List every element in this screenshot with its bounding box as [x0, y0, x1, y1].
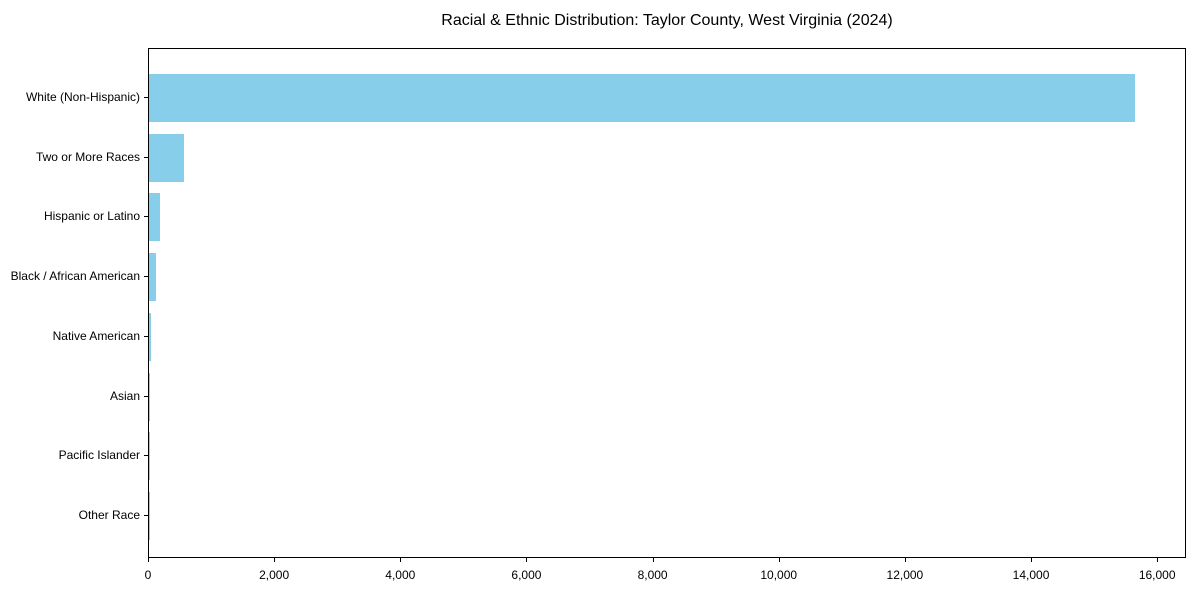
y-tick-label: White (Non-Hispanic): [25, 90, 140, 104]
bar: [149, 372, 150, 421]
y-tick-label: Black / African American: [10, 269, 140, 284]
y-tick-mark: [144, 156, 148, 158]
y-tick-label: Native American: [52, 328, 140, 343]
y-tick-mark: [144, 97, 148, 98]
x-tick-mark: [652, 558, 654, 562]
bar: [149, 133, 185, 182]
x-tick-label: 0: [144, 568, 152, 582]
y-tick-mark: [144, 514, 148, 516]
y-tick-label: Other Race: [78, 507, 140, 522]
plot-area: [148, 48, 1186, 558]
chart-title: Racial & Ethnic Distribution: Taylor Cou…: [441, 12, 893, 29]
x-tick-mark: [904, 558, 906, 562]
bar: [149, 74, 1135, 122]
x-tick-mark: [778, 558, 780, 562]
x-tick-label: 6,000: [511, 568, 542, 582]
y-tick-mark: [144, 335, 148, 337]
x-tick-label: 12,000: [886, 568, 924, 582]
x-tick-mark: [1031, 558, 1033, 562]
bar: [149, 253, 157, 302]
y-tick-mark: [144, 276, 148, 278]
x-tick-label: 2,000: [259, 568, 290, 582]
x-tick-mark: [400, 558, 402, 562]
x-tick-mark: [1157, 558, 1159, 562]
y-tick-mark: [144, 216, 148, 218]
y-tick-label: Pacific Islander: [58, 448, 140, 463]
y-tick-label: Asian: [109, 388, 140, 403]
x-tick-label: 4,000: [385, 568, 416, 582]
x-tick-mark: [526, 558, 528, 562]
x-axis: 0 2,000 4,000 6,000 8,000 10,000 12,000 14,000 1…: [145, 558, 1186, 598]
x-tick-label: 14,000: [1012, 568, 1050, 582]
x-tick-label: 10,000: [760, 568, 798, 582]
x-tick-label: 16,000: [1138, 568, 1176, 582]
y-tick-mark: [144, 455, 148, 457]
x-tick-mark: [148, 558, 149, 562]
y-tick-label: Two or More Races: [35, 149, 140, 164]
bar: [149, 312, 151, 361]
y-tick-label: Hispanic or Latino: [43, 209, 140, 224]
bar: [149, 193, 160, 242]
y-tick-mark: [144, 395, 148, 397]
y-axis-labels: White (Non-Hispanic) Two or More Races His…: [0, 48, 140, 558]
x-tick-mark: [274, 558, 276, 562]
x-tick-label: 8,000: [637, 568, 668, 582]
